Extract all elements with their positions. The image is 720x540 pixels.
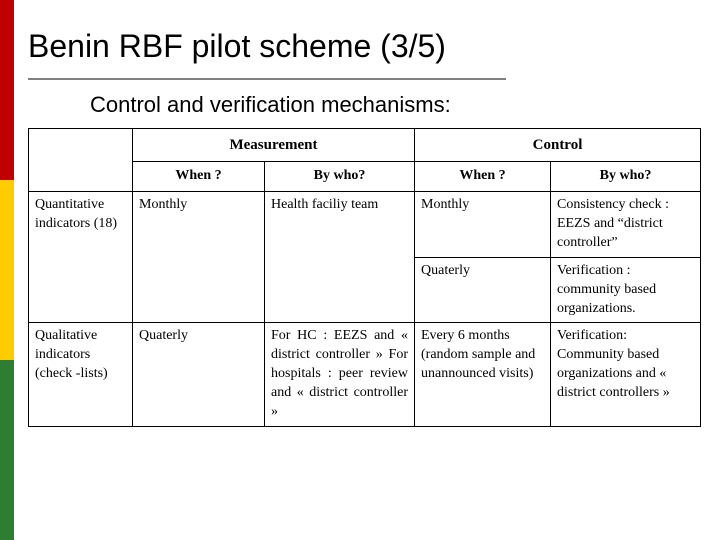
table-cell: Every 6 months (random sample and unanno… xyxy=(415,323,551,426)
verification-table: Measurement Control When ? By who? When … xyxy=(28,128,700,427)
corner-cell xyxy=(29,129,133,192)
title-underline xyxy=(28,78,506,80)
group-header-control: Control xyxy=(415,129,701,162)
table-row: Qualitative indicators (check -lists)Qua… xyxy=(29,323,701,426)
sub-header: When ? xyxy=(415,162,551,192)
table-cell: Consistency check : EEZS and “district c… xyxy=(551,192,701,258)
table-group-header-row: Measurement Control xyxy=(29,129,701,162)
sub-header: By who? xyxy=(265,162,415,192)
table-cell: For HC : EEZS and « district controller … xyxy=(265,323,415,426)
row-label: Quantitative indicators (18) xyxy=(29,192,133,323)
table-cell: Monthly xyxy=(415,192,551,258)
accent-stripe xyxy=(0,0,14,540)
table-cell: Monthly xyxy=(133,192,265,323)
sub-header: By who? xyxy=(551,162,701,192)
table-cell: Quaterly xyxy=(415,257,551,323)
sub-header: When ? xyxy=(133,162,265,192)
group-header-measurement: Measurement xyxy=(133,129,415,162)
table-cell: Health faciliy team xyxy=(265,192,415,323)
table-cell: Verification : community based organizat… xyxy=(551,257,701,323)
slide-subtitle: Control and verification mechanisms: xyxy=(90,92,451,118)
table-row: Quantitative indicators (18)MonthlyHealt… xyxy=(29,192,701,258)
slide: Benin RBF pilot scheme (3/5) Control and… xyxy=(0,0,720,540)
table-cell: Quaterly xyxy=(133,323,265,426)
slide-title: Benin RBF pilot scheme (3/5) xyxy=(28,28,446,65)
table-cell: Verification: Community based organizati… xyxy=(551,323,701,426)
row-label: Qualitative indicators (check -lists) xyxy=(29,323,133,426)
